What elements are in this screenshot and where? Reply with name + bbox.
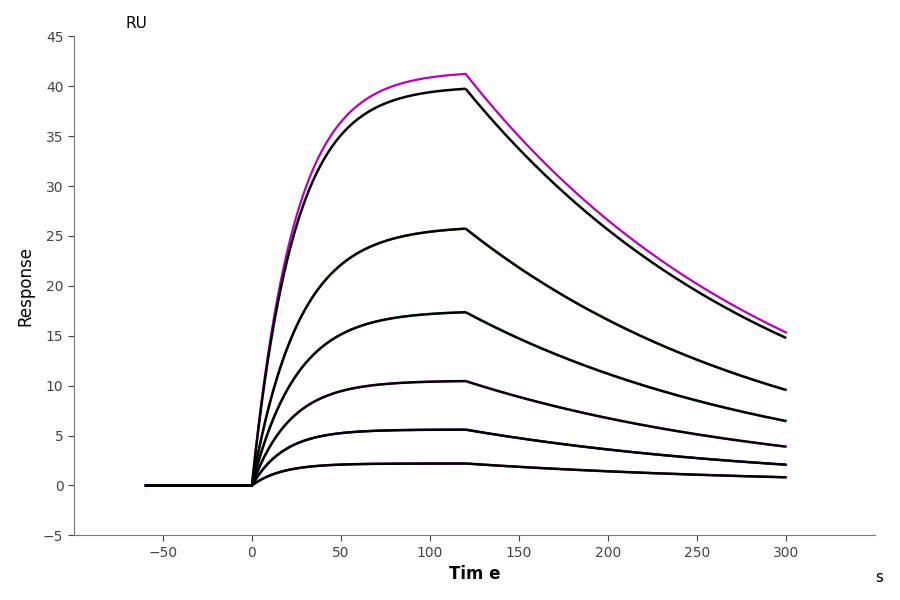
Text: RU: RU bbox=[126, 16, 148, 31]
Y-axis label: Response: Response bbox=[17, 246, 35, 326]
Text: s: s bbox=[876, 570, 883, 585]
X-axis label: Tim e: Tim e bbox=[449, 565, 500, 583]
